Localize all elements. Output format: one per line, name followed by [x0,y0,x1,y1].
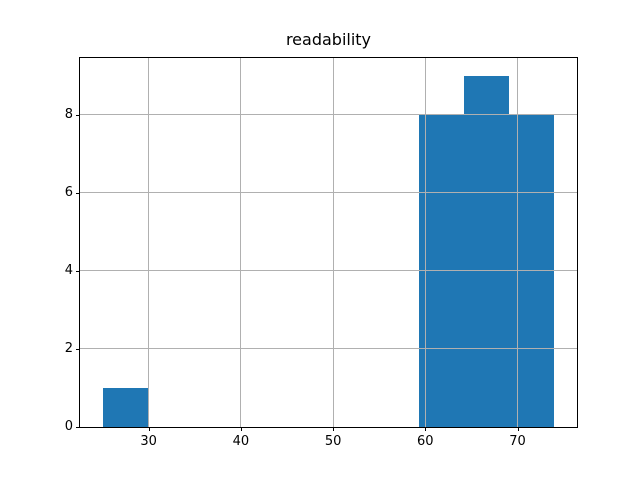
gridline-horizontal [80,192,577,194]
y-tick-label: 8 [64,106,73,122]
x-tick-label: 30 [140,434,157,449]
y-tick-label: 0 [64,419,73,434]
x-tick-mark [333,427,335,431]
x-tick-label: 60 [417,434,434,449]
x-tick-mark [148,427,150,431]
gridline-vertical [424,58,426,427]
gridline-vertical [240,58,242,427]
x-tick-label: 40 [232,434,250,449]
plot-area [79,57,578,428]
y-tick-mark [76,114,80,116]
x-tick-mark [240,427,242,431]
gridline-horizontal [80,270,577,272]
histogram-bar [464,75,510,427]
x-tick-label: 50 [324,434,342,449]
histogram-bar [102,387,148,427]
gridline-horizontal [80,114,577,116]
gridline-vertical [332,58,334,427]
y-tick-mark [76,348,80,350]
gridline-vertical [517,58,519,427]
y-tick-label: 2 [64,340,73,356]
y-tick-mark [76,192,80,194]
axes-spines [79,57,578,428]
y-tick-label: 4 [64,262,73,278]
y-tick-mark [76,427,80,428]
gridline-vertical [148,58,150,427]
x-tick-label: 70 [509,434,526,449]
y-tick-mark [76,270,80,272]
chart-title: readability [285,30,372,49]
y-tick-label: 6 [64,184,73,200]
x-tick-mark [425,427,427,431]
x-tick-mark [517,427,519,431]
grid-layer [80,58,577,427]
gridline-horizontal [80,348,577,350]
